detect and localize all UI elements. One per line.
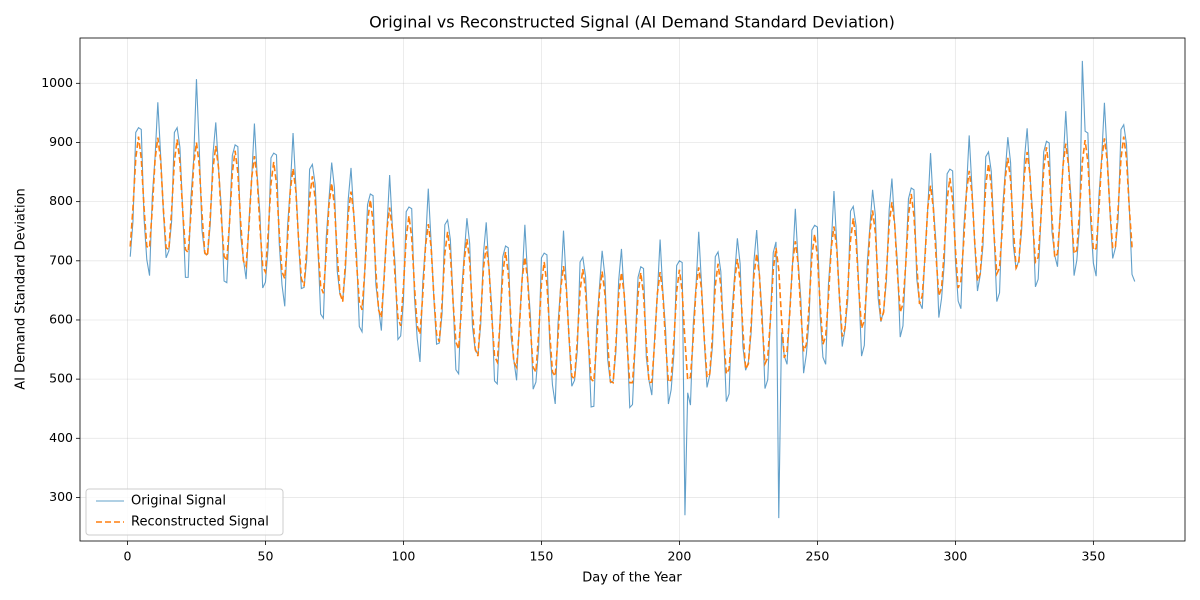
plot-frame — [79, 37, 1186, 542]
series-line — [129, 136, 1135, 384]
x-tick-label: 100 — [392, 549, 416, 564]
grid: 0 50 100 150 200 250 300 350 300 400 500 600 700 800 9… — [41, 38, 1185, 564]
x-axis-label: Day of the Year — [582, 571, 682, 586]
x-tick-label: 350 — [1081, 549, 1105, 564]
y-tick-label: 800 — [49, 193, 73, 208]
legend-label: Reconstructed Signal — [131, 515, 269, 530]
y-tick-label: 400 — [49, 430, 73, 445]
chart-title: Original vs Reconstructed Signal (AI Dem… — [369, 13, 895, 32]
x-tick-label: 150 — [529, 549, 553, 564]
y-axis-label: AI Demand Standard Deviation — [14, 188, 29, 390]
legend-label: Original Signal — [131, 494, 226, 509]
y-tick-label: 600 — [49, 311, 73, 326]
y-tick-label: 500 — [49, 371, 73, 386]
x-tick-label: 200 — [667, 549, 691, 564]
legend-box — [85, 488, 284, 536]
y-tick-label: 1000 — [41, 75, 73, 90]
x-tick-label: 50 — [258, 549, 274, 564]
y-tick-label: 700 — [49, 252, 73, 267]
x-tick-label: 0 — [123, 549, 131, 564]
y-tick-label: 900 — [49, 134, 73, 149]
legend: Original Signal Reconstructed Signal — [85, 488, 284, 536]
series-line — [129, 60, 1136, 519]
y-tick-label: 300 — [49, 489, 73, 504]
x-tick-label: 300 — [943, 549, 967, 564]
plot-lines — [129, 60, 1136, 519]
x-tick-label: 250 — [805, 549, 829, 564]
